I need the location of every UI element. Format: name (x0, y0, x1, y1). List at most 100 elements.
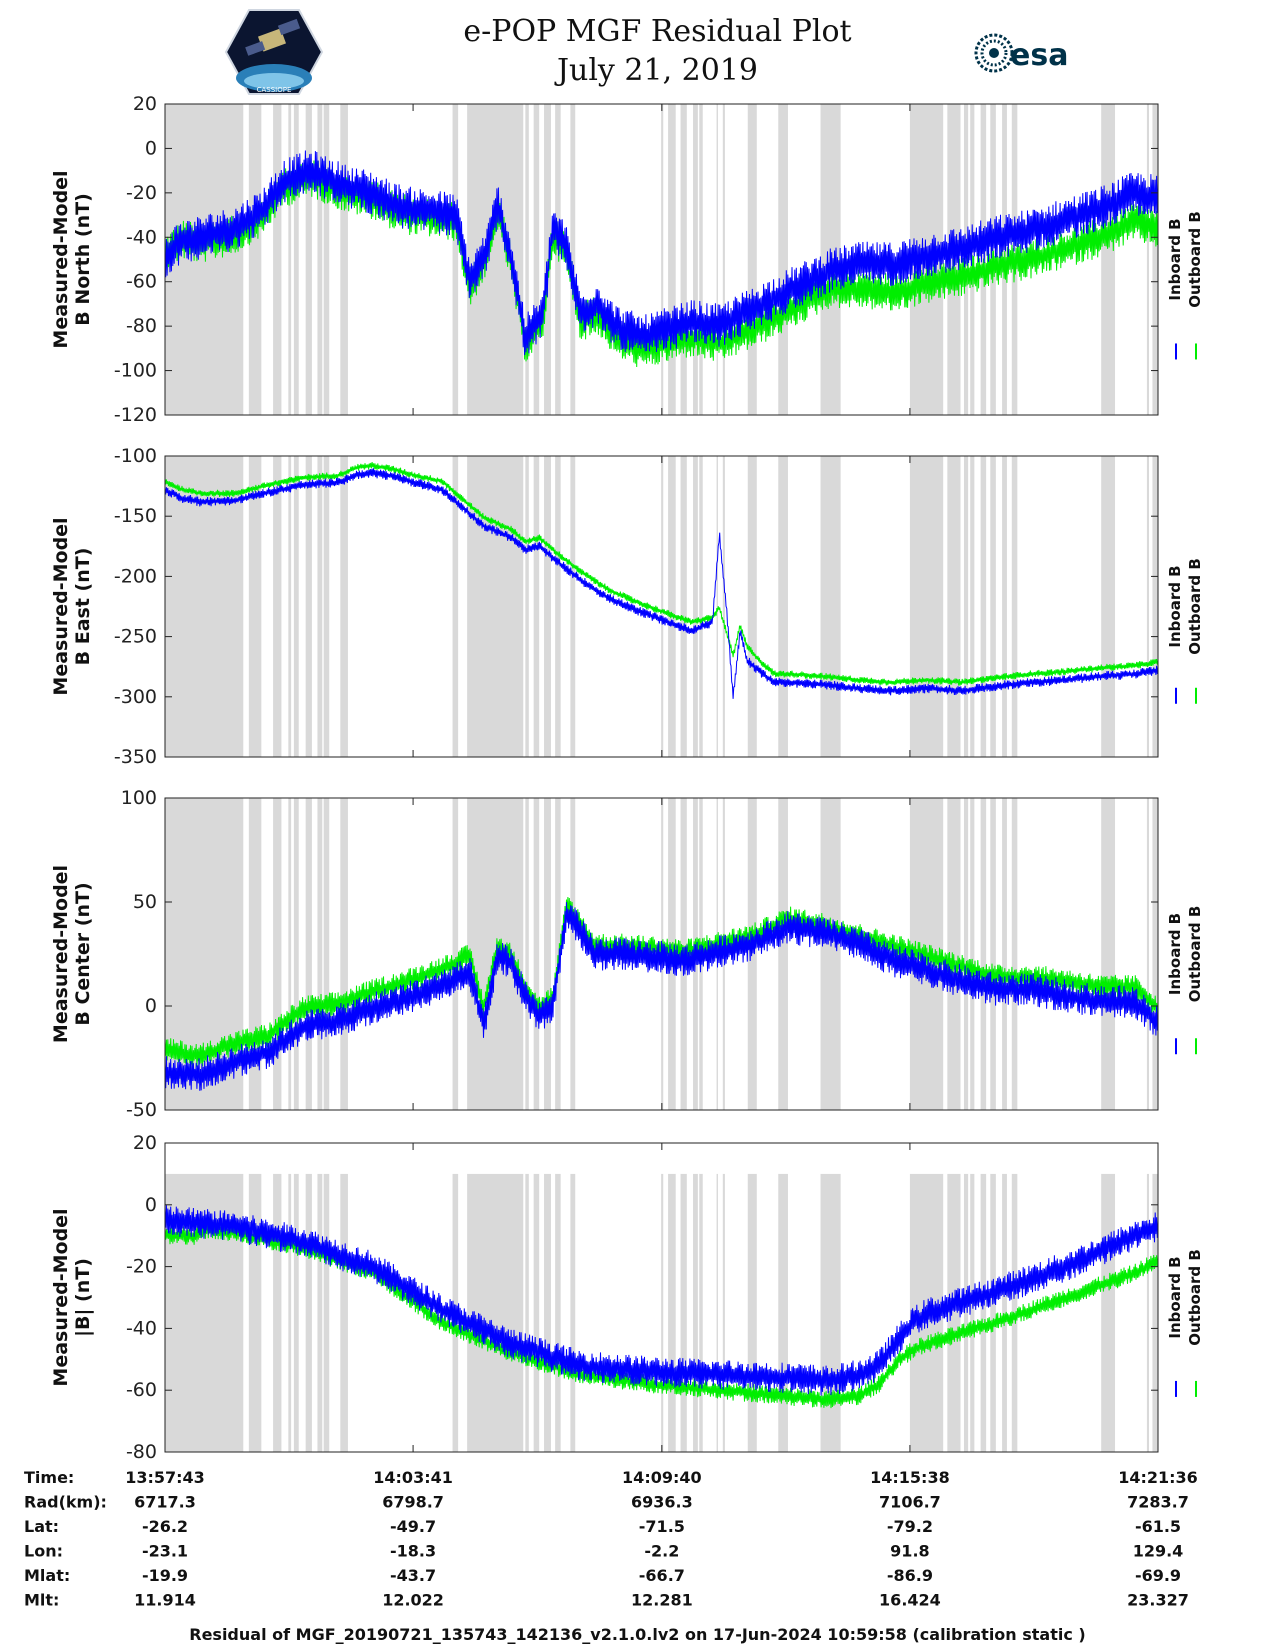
gap-interval (1101, 104, 1116, 415)
y-axis-label: Measured-ModelB Center (nT) (50, 865, 94, 1043)
gap-interval (747, 456, 757, 757)
table-cell: 12.022 (382, 1591, 444, 1610)
panel-2: -100 -150 -200 -250 -300 -350 Measured-ModelB … (50, 445, 1204, 768)
gap-interval (340, 456, 348, 757)
y-tick-label: -150 (114, 505, 157, 527)
table-row-label: Lat: (24, 1517, 59, 1536)
gap-interval (722, 456, 725, 757)
gap-interval (273, 1173, 282, 1452)
y-tick-label: 0 (145, 995, 157, 1017)
gap-interval (963, 456, 969, 757)
ephemeris-table: Time: Rad(km): Lat: Lon: Mlat: Mlt: 13:57:43 67… (24, 1468, 1198, 1610)
y-tick-label: 50 (133, 891, 157, 913)
gap-interval (288, 104, 292, 415)
table-cell: 7283.7 (1127, 1493, 1189, 1512)
y-tick-label: -40 (126, 226, 157, 248)
gap-interval (340, 1173, 348, 1452)
gap-shading (165, 456, 1158, 757)
table-cell: 16.424 (879, 1591, 941, 1610)
gap-interval (525, 798, 529, 1110)
table-cell: 14:15:38 (870, 1468, 950, 1487)
table-row-label: Lon: (24, 1542, 63, 1561)
gap-interval (467, 456, 524, 757)
series-line-inboard-b (165, 150, 1158, 356)
gap-interval (1152, 456, 1158, 757)
gap-interval (716, 104, 718, 415)
gap-interval (555, 104, 561, 415)
y-tick-label: 100 (121, 787, 157, 809)
gap-interval (293, 798, 299, 1110)
table-cell: 7106.7 (879, 1493, 941, 1512)
legend-outboard-label: Outboard B (1186, 1249, 1204, 1346)
gap-interval (317, 456, 323, 757)
y-tick-label: -60 (126, 271, 157, 293)
gap-interval (340, 104, 348, 415)
gap-interval (452, 456, 459, 757)
legend-inboard-label: Inboard B (1166, 565, 1184, 647)
gap-interval (525, 104, 529, 415)
gap-interval (1101, 798, 1116, 1110)
gap-interval (778, 456, 788, 757)
table-cell: 14:21:36 (1118, 1468, 1198, 1487)
legend: Inboard B Outboard B (1166, 558, 1204, 704)
table-cell: -61.5 (1135, 1517, 1181, 1536)
figure-title: e-POP MGF Residual Plot (463, 14, 852, 49)
gap-interval (716, 1173, 718, 1452)
y-tick-label: -20 (126, 182, 157, 204)
gap-interval (947, 456, 961, 757)
legend-outboard-label: Outboard B (1186, 211, 1204, 308)
gap-interval (699, 104, 703, 415)
y-tick-label: -20 (126, 1256, 157, 1278)
gap-interval (288, 798, 292, 1110)
gap-interval (680, 104, 687, 415)
esa-logo: esa (974, 33, 1068, 73)
table-cell: -2.2 (644, 1542, 679, 1561)
gap-interval (747, 798, 757, 1110)
gap-interval (533, 1173, 540, 1452)
gap-interval (293, 104, 299, 415)
figure-date: July 21, 2019 (556, 53, 759, 88)
gap-interval (970, 1173, 975, 1452)
gap-interval (693, 1173, 698, 1452)
table-cell: 12.281 (631, 1591, 693, 1610)
gap-interval (722, 104, 725, 415)
table-row-label: Mlat: (24, 1566, 70, 1585)
footer-caption: Residual of MGF_20190721_135743_142136_v… (189, 1625, 1086, 1644)
gap-interval (661, 456, 664, 757)
y-tick-label: 20 (133, 1132, 157, 1154)
gap-interval (165, 456, 244, 757)
gap-interval (980, 798, 987, 1110)
gap-shading (165, 1173, 1158, 1452)
table-cell: -69.9 (1135, 1566, 1181, 1585)
gap-interval (544, 1173, 551, 1452)
gap-interval (570, 104, 576, 415)
gap-interval (273, 798, 282, 1110)
table-cell: 6936.3 (631, 1493, 693, 1512)
gap-interval (305, 1173, 312, 1452)
gap-interval (248, 104, 262, 415)
gap-interval (963, 798, 969, 1110)
gap-interval (722, 1173, 725, 1452)
gap-interval (909, 456, 944, 757)
gap-interval (820, 456, 841, 757)
y-tick-label: 20 (133, 93, 157, 115)
table-cell: -71.5 (639, 1517, 685, 1536)
gap-interval (323, 456, 330, 757)
table-cell: 129.4 (1133, 1542, 1184, 1561)
gap-interval (990, 798, 996, 1110)
legend-outboard-label: Outboard B (1186, 558, 1204, 655)
legend: Inboard B Outboard B (1166, 211, 1204, 360)
table-row-label: Rad(km): (24, 1493, 107, 1512)
panel-3: 100 50 0 -50 Measured-ModelB Center (nT) Inbo… (50, 787, 1204, 1121)
y-tick-label: -300 (114, 686, 157, 708)
gap-interval (778, 104, 788, 415)
y-tick-label: -200 (114, 565, 157, 587)
gap-interval (693, 104, 698, 415)
table-cell: -18.3 (390, 1542, 436, 1561)
table-cell: -19.9 (142, 1566, 188, 1585)
table-cell: 14:03:41 (373, 1468, 453, 1487)
table-cell: 6717.3 (134, 1493, 196, 1512)
y-tick-label: -100 (114, 360, 157, 382)
panel-1: 20 0 -20 -40 -60 -80 -100 -120 Measured-ModelB N… (50, 93, 1204, 426)
